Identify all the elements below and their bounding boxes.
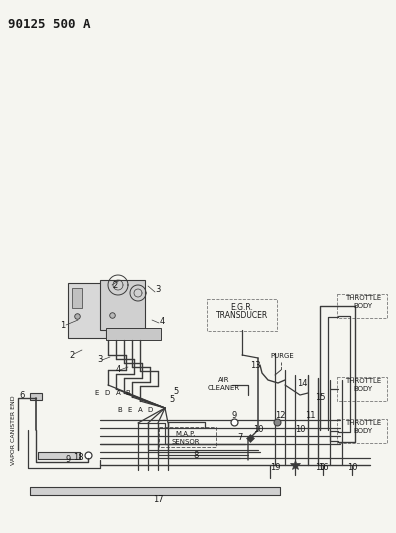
Text: SENSOR: SENSOR: [172, 439, 200, 445]
Text: CLEANER: CLEANER: [208, 385, 240, 391]
Text: 10: 10: [347, 464, 357, 472]
Text: 9: 9: [231, 410, 237, 419]
Bar: [30, 487, 280, 495]
Bar: [68, 283, 106, 338]
Text: 8: 8: [193, 450, 199, 459]
Text: VAPOR CANISTER END: VAPOR CANISTER END: [11, 395, 17, 465]
Text: D: D: [147, 407, 152, 413]
Text: 5: 5: [173, 387, 179, 397]
Text: BODY: BODY: [354, 428, 373, 434]
Bar: [72, 288, 82, 308]
Text: 2: 2: [112, 280, 118, 289]
Text: 10: 10: [315, 464, 325, 472]
Text: THROTTLE: THROTTLE: [345, 295, 381, 301]
Text: 7: 7: [237, 433, 243, 442]
Text: A: A: [116, 390, 120, 396]
Text: AIR: AIR: [218, 377, 230, 383]
Text: 18: 18: [73, 454, 83, 463]
Text: 10: 10: [295, 425, 305, 434]
Text: 3: 3: [155, 286, 161, 295]
Text: 13: 13: [250, 360, 260, 369]
Text: 4: 4: [159, 318, 165, 327]
Text: A: A: [138, 407, 143, 413]
Text: 16: 16: [318, 464, 328, 472]
Text: 5: 5: [169, 395, 175, 405]
Text: D: D: [105, 390, 110, 396]
Text: TRANSDUCER: TRANSDUCER: [216, 311, 268, 320]
Text: E: E: [95, 390, 99, 396]
Text: E: E: [128, 407, 132, 413]
Text: PURGE: PURGE: [270, 353, 294, 359]
Text: B: B: [118, 407, 122, 413]
Text: 11: 11: [305, 410, 315, 419]
Text: THROTTLE: THROTTLE: [345, 420, 381, 426]
Text: 4: 4: [115, 366, 121, 375]
Text: 15: 15: [315, 393, 325, 402]
Text: 1: 1: [60, 320, 66, 329]
Bar: [100, 280, 145, 330]
Text: M.A.P.: M.A.P.: [176, 431, 196, 437]
Text: 14: 14: [297, 378, 307, 387]
Text: 90125 500 A: 90125 500 A: [8, 18, 91, 31]
Text: 9: 9: [65, 456, 70, 464]
Text: BODY: BODY: [354, 386, 373, 392]
Text: 2: 2: [69, 351, 74, 359]
Text: E.G.R.: E.G.R.: [230, 303, 253, 311]
Bar: [30, 393, 42, 400]
Text: 10: 10: [253, 425, 263, 434]
Text: 3: 3: [97, 356, 103, 365]
Bar: [38, 452, 80, 459]
Text: THROTTLE: THROTTLE: [345, 378, 381, 384]
Text: 6: 6: [19, 391, 25, 400]
Text: 12: 12: [275, 410, 285, 419]
Text: 19: 19: [270, 464, 280, 472]
Text: 17: 17: [153, 495, 163, 504]
Text: B: B: [126, 390, 130, 396]
Bar: [106, 328, 161, 340]
Text: BODY: BODY: [354, 303, 373, 309]
